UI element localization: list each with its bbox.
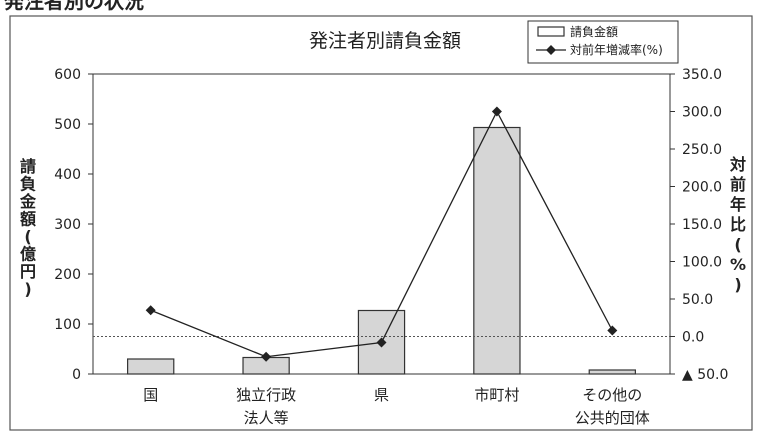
y-tick-label: 500	[54, 117, 81, 133]
y2-axis-label-char: )	[734, 275, 741, 294]
y2-tick-label: ▲ 50.0	[682, 367, 728, 383]
y2-tick-label: 300.0	[682, 105, 722, 121]
y2-tick-label: 150.0	[682, 217, 722, 233]
y-axis-label-char: 額	[19, 210, 36, 229]
chart-frame	[9, 15, 753, 431]
y2-axis-label-char: 年	[730, 195, 746, 214]
legend-box	[527, 20, 679, 64]
left-axis-label: 請負金額(億円)	[19, 157, 37, 299]
chart-title: 発注者別請負金額	[309, 30, 461, 52]
y-tick-label: 100	[54, 317, 81, 333]
x-tick-label: 公共的団体	[575, 409, 650, 427]
y2-tick-label: 250.0	[682, 142, 722, 158]
legend-label-bar: 請負金額	[570, 24, 618, 39]
x-tick-label: 独立行政	[236, 386, 296, 404]
y-axis-label-char: 金	[19, 192, 37, 211]
x-tick-label: 法人等	[244, 409, 289, 427]
x-tick-label: 市町村	[474, 386, 519, 404]
y-axis-label-char: 負	[20, 175, 36, 194]
y-axis-label-char: 億	[20, 245, 36, 264]
data-point	[376, 337, 387, 348]
y2-tick-label: 350.0	[682, 67, 722, 83]
y2-axis-label-char: 対	[729, 155, 746, 174]
line-series	[145, 106, 618, 362]
y-axis-label-char: 請	[20, 157, 36, 176]
x-tick-label: 国	[143, 386, 158, 404]
y2-tick-label: 200.0	[682, 180, 722, 196]
y2-axis-label-char: 前	[730, 175, 746, 194]
y-tick-label: 200	[54, 267, 81, 283]
data-point	[145, 305, 156, 316]
y-tick-label: 300	[54, 217, 81, 233]
y2-axis-label-char: (	[734, 235, 741, 254]
bar	[588, 369, 636, 375]
y2-tick-label: 0.0	[682, 330, 704, 346]
section-heading: 発注者別の状況	[3, 0, 144, 13]
right-axis-ticks: ▲ 50.0 0.0 50.0 100.0 150.0 200.0 250.0 300.0 35…	[670, 67, 728, 383]
bars	[127, 126, 636, 375]
y-axis-label-char: )	[24, 280, 31, 299]
y-axis-label-char: 円	[20, 262, 36, 281]
x-tick-label: 県	[374, 386, 389, 404]
data-point	[261, 351, 272, 362]
y2-tick-label: 50.0	[682, 292, 713, 308]
legend-label-line: 対前年増減率(%)	[570, 42, 663, 57]
data-point	[491, 106, 502, 117]
y-tick-label: 600	[54, 67, 81, 83]
legend: 請負金額 対前年増減率(%)	[527, 20, 679, 64]
data-point	[607, 325, 618, 336]
y-tick-label: 400	[54, 167, 81, 183]
bar	[127, 358, 175, 375]
x-tick-label: その他の	[582, 386, 642, 404]
left-axis-ticks: 0 100 200 300 400 500 600	[54, 67, 93, 383]
y2-axis-label-char: %	[730, 255, 746, 274]
legend-bar-swatch	[537, 26, 565, 37]
bar	[473, 126, 521, 375]
y2-tick-label: 100.0	[682, 255, 722, 271]
y2-axis-label-char: 比	[730, 215, 746, 234]
y-axis-label-char: (	[24, 227, 31, 246]
y-tick-label: 0	[72, 367, 81, 383]
legend-diamond-marker	[546, 45, 556, 55]
